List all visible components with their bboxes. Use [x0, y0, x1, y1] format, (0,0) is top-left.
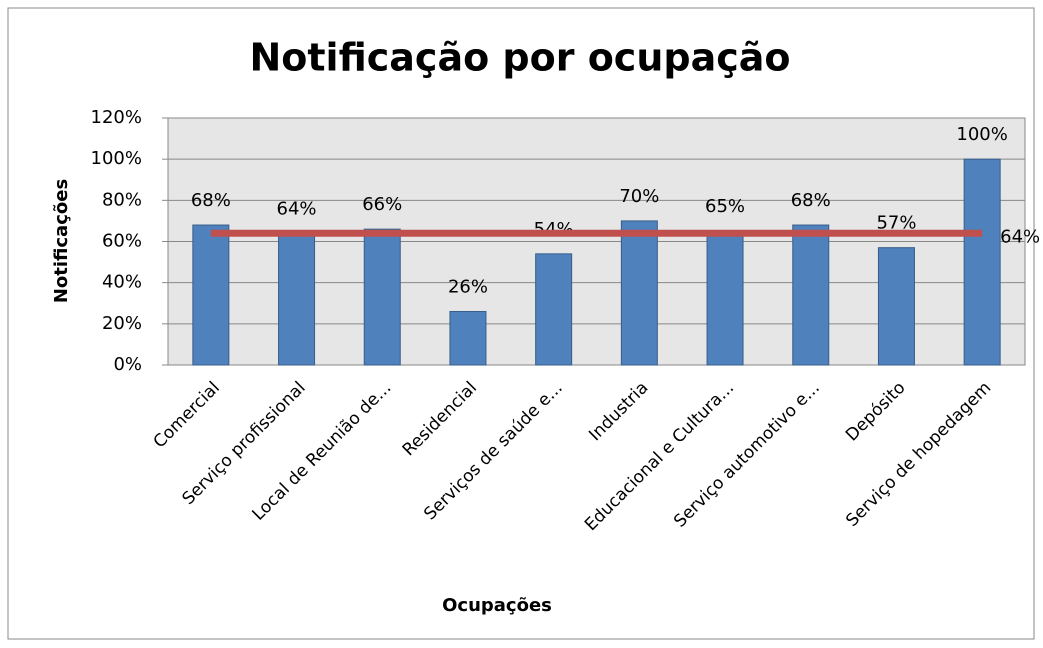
data-label: 64% — [1000, 226, 1040, 247]
bar — [706, 230, 744, 366]
bar — [792, 224, 830, 366]
y-tick-label: 100% — [91, 148, 142, 169]
bar — [192, 224, 230, 366]
bar — [620, 220, 658, 366]
data-label: 26% — [448, 276, 488, 297]
y-tick-label: 80% — [102, 189, 142, 210]
chart-title: Notificação por ocupação — [249, 36, 790, 80]
y-tick-label: 0% — [113, 354, 142, 375]
bar — [363, 228, 401, 366]
data-label: 70% — [619, 186, 659, 207]
bar — [877, 247, 915, 366]
bar — [449, 310, 487, 366]
data-label: 100% — [956, 124, 1007, 145]
bar — [535, 253, 573, 366]
x-axis-label: Ocupações — [442, 595, 552, 616]
bar — [963, 158, 1001, 366]
data-label: 65% — [705, 196, 745, 217]
data-label: 68% — [791, 190, 831, 211]
bar — [278, 232, 316, 366]
y-tick-label: 60% — [102, 231, 142, 252]
data-label: 68% — [191, 190, 231, 211]
data-label: 64% — [277, 198, 317, 219]
y-tick-label: 120% — [91, 107, 142, 128]
data-label: 57% — [876, 213, 916, 234]
y-tick-label: 20% — [102, 313, 142, 334]
data-label: 66% — [362, 194, 402, 215]
y-axis-label: Notificações — [51, 179, 72, 303]
y-tick-label: 40% — [102, 272, 142, 293]
